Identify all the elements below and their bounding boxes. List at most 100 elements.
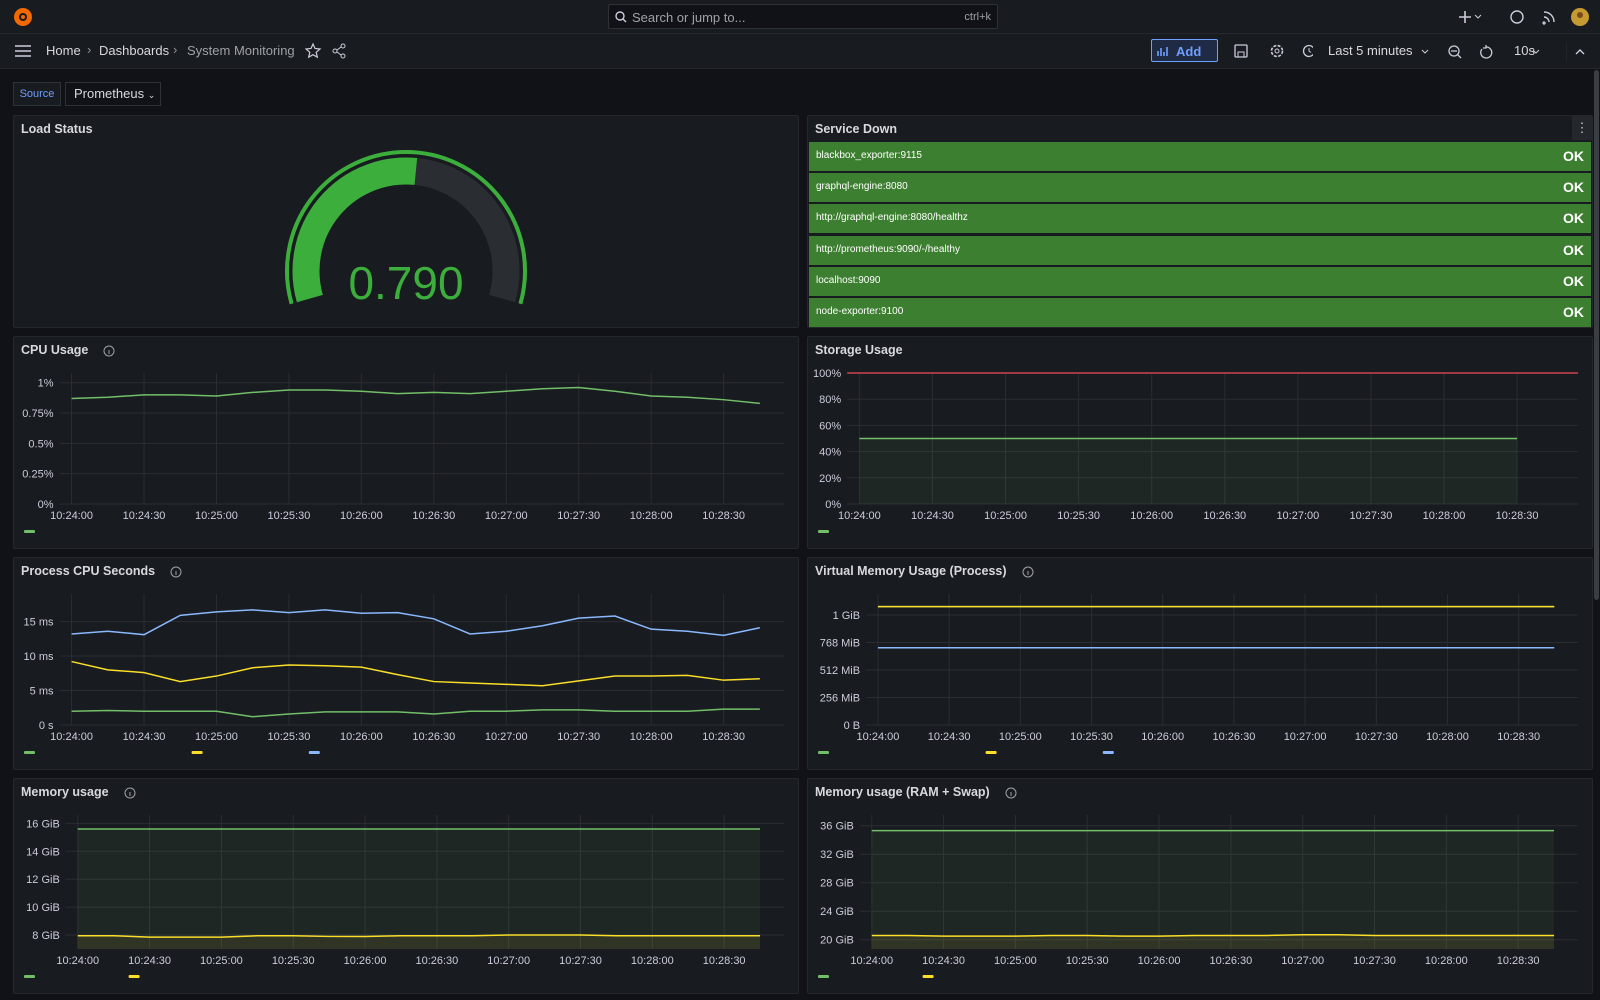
x-tick-label: 10:28:00	[1426, 731, 1469, 743]
y-tick-label: 768 MiB	[820, 638, 860, 650]
time-icons[interactable]	[1420, 43, 1550, 61]
x-tick-label: 10:26:00	[340, 731, 383, 743]
series-line	[77, 934, 761, 938]
legend-swatch	[24, 975, 35, 978]
panel-title: Load Status	[21, 122, 93, 136]
refresh-interval[interactable]: 10s	[1514, 43, 1535, 58]
y-tick-label: 10 GiB	[26, 902, 60, 914]
y-tick-label: 0.5%	[28, 438, 53, 450]
status-value: OK	[1563, 304, 1584, 320]
info-icon[interactable]	[1022, 566, 1034, 578]
panel-chart: 0 s 5 ms 10 ms 15 ms 10:24:00 10:24:30 10:25:0…	[24, 594, 784, 754]
breadcrumb[interactable]: Home	[46, 43, 81, 58]
y-tick-label: 16 GiB	[26, 818, 60, 830]
x-tick-label: 10:25:00	[984, 510, 1027, 522]
x-tick-label: 10:28:00	[1425, 955, 1468, 967]
y-tick-label: 0%	[38, 499, 54, 511]
star-share-icons[interactable]	[305, 42, 349, 60]
info-icon[interactable]	[124, 787, 136, 799]
y-tick-label: 32 GiB	[820, 849, 854, 861]
save-settings-icons[interactable]	[1233, 43, 1313, 61]
y-tick-label: 60%	[819, 420, 841, 432]
x-tick-label: 10:24:00	[857, 731, 900, 743]
x-tick-label: 10:27:30	[1355, 731, 1398, 743]
menu-icon[interactable]	[14, 44, 32, 58]
x-tick-label: 10:25:00	[994, 955, 1037, 967]
series-area	[859, 438, 1518, 504]
series-line	[71, 386, 760, 405]
panel-title: Memory usage (RAM + Swap)	[815, 785, 990, 799]
time-range[interactable]: Last 5 minutes	[1328, 43, 1413, 58]
status-name: graphql-engine:8080	[816, 181, 908, 193]
search-shortcut: ctrl+k	[964, 11, 991, 23]
x-tick-label: 10:24:30	[928, 731, 971, 743]
panel: CPU Usage 0% 0.25% 0.5% 0.75% 1% 10:24:00 10:24…	[13, 336, 799, 549]
series-area	[871, 830, 1555, 949]
y-tick-label: 14 GiB	[26, 846, 60, 858]
scrollbar[interactable]	[1594, 70, 1599, 600]
legend-swatch	[818, 975, 829, 978]
info-circle	[124, 787, 136, 799]
variable-dropdown[interactable]: Prometheus ⌄	[65, 82, 161, 106]
status-value: OK	[1563, 272, 1584, 289]
status-row: localhost:9090 OK	[809, 266, 1591, 296]
status-name: blackbox_exporter:9115	[816, 150, 922, 161]
y-tick-label: 1%	[38, 378, 54, 390]
series-line	[71, 609, 761, 637]
panel-chart: 8 GiB 10 GiB 12 GiB 14 GiB 16 GiB 10:24:00 10:…	[24, 815, 784, 978]
add-button[interactable]: Add	[1151, 39, 1218, 62]
x-tick-label: 10:24:00	[850, 955, 893, 967]
top-bar: Search or jump to... ctrl+k	[0, 0, 1600, 34]
y-tick-label: 24 GiB	[820, 906, 854, 918]
gauge-value: 0.790	[348, 257, 463, 309]
status-name: node-exporter:9100	[816, 306, 904, 317]
x-tick-label: 10:26:00	[1130, 510, 1173, 522]
collapse-icon[interactable]	[1566, 43, 1586, 61]
x-tick-label: 10:28:00	[1423, 510, 1466, 522]
status-row: node-exporter:9100 OK	[809, 298, 1591, 327]
info-icon[interactable]	[170, 566, 182, 578]
y-tick-label: 256 MiB	[820, 693, 860, 705]
status-value: OK	[1563, 148, 1584, 164]
y-tick-label: 8 GiB	[32, 930, 60, 942]
x-tick-label: 10:27:00	[1284, 731, 1327, 743]
breadcrumb: System Monitoring	[187, 43, 295, 58]
panel-title: Service Down	[815, 122, 897, 136]
breadcrumb[interactable]: Dashboards	[99, 43, 170, 58]
panel-menu[interactable]: ⋮	[1572, 116, 1592, 140]
info-icon[interactable]	[1005, 787, 1017, 799]
gauge-threshold-ring	[285, 150, 527, 305]
info-circle	[103, 345, 115, 357]
legend-swatch	[1102, 751, 1114, 754]
panel-title: Process CPU Seconds	[21, 564, 156, 578]
status-value: OK	[1563, 210, 1584, 227]
x-tick-label: 10:28:30	[702, 510, 745, 522]
series-area	[77, 828, 761, 949]
search-box[interactable]: Search or jump to... ctrl+k	[608, 4, 998, 29]
y-tick-label: 20%	[819, 473, 841, 485]
x-tick-label: 10:25:30	[272, 955, 315, 967]
legend-swatch	[922, 975, 934, 978]
y-tick-label: 12 GiB	[26, 874, 60, 886]
y-tick-label: 0.25%	[22, 469, 53, 481]
info-circle	[170, 566, 182, 578]
panel: Service Down ⋮ blackbox_exporter:9115 OK gra…	[807, 115, 1593, 328]
status-row: http://prometheus:9090/-/healthy OK	[809, 235, 1591, 265]
x-tick-label: 10:26:30	[412, 510, 455, 522]
search-icon	[615, 11, 627, 23]
x-tick-label: 10:28:00	[630, 731, 673, 743]
top-icons[interactable]	[1455, 7, 1595, 27]
nav-bar: Home › Dashboards › System Monitoring Ad…	[0, 34, 1600, 69]
x-tick-label: 10:27:30	[557, 731, 600, 743]
x-tick-label: 10:24:00	[50, 731, 93, 743]
status-value: OK	[1563, 241, 1584, 258]
x-tick-label: 10:26:30	[415, 955, 458, 967]
y-tick-label: 40%	[819, 447, 841, 459]
y-tick-label: 10 ms	[24, 651, 54, 663]
grafana-logo[interactable]	[12, 6, 34, 28]
info-icon[interactable]	[103, 345, 115, 357]
y-tick-label: 80%	[819, 394, 841, 406]
x-tick-label: 10:27:00	[1281, 955, 1324, 967]
x-tick-label: 10:25:30	[1057, 510, 1100, 522]
